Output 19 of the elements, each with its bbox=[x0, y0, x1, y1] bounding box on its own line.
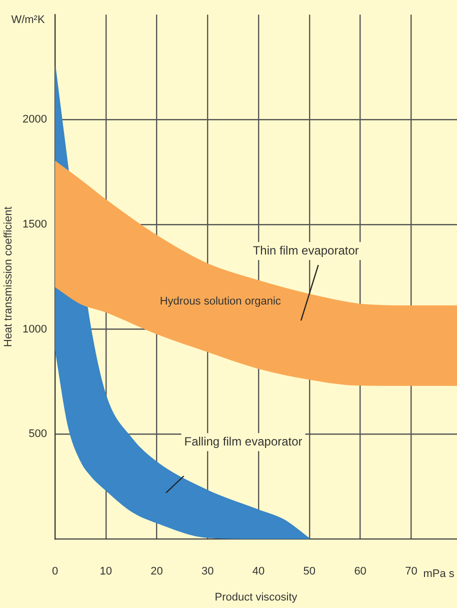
y-tick-label: 1000 bbox=[22, 323, 47, 336]
y-tick-label: 500 bbox=[28, 428, 47, 440]
series-label: Thin film evaporator bbox=[252, 243, 359, 258]
x-tick-label: 0 bbox=[52, 566, 58, 578]
x-tick-label: 20 bbox=[150, 566, 163, 578]
y-axis-title: Heat transmission coefficient bbox=[2, 206, 15, 348]
text: mPa s bbox=[423, 568, 455, 580]
x-tick-label: 70 bbox=[405, 566, 418, 578]
x-tick-label: 60 bbox=[354, 566, 366, 578]
x-axis-title: Product viscosity bbox=[214, 591, 298, 604]
x-tick-label: 40 bbox=[252, 566, 265, 578]
y-tick-label: 2000 bbox=[22, 114, 47, 126]
y-tick-label: 1500 bbox=[22, 218, 47, 230]
text: Falling film evaporator bbox=[184, 434, 302, 448]
x-tick-label: 30 bbox=[202, 566, 214, 578]
text: W/m²K bbox=[11, 14, 46, 26]
x-tick-label: 50 bbox=[303, 566, 316, 578]
x-tick-label: 10 bbox=[100, 566, 112, 578]
annotation: Hydrous solution organic bbox=[160, 296, 282, 308]
